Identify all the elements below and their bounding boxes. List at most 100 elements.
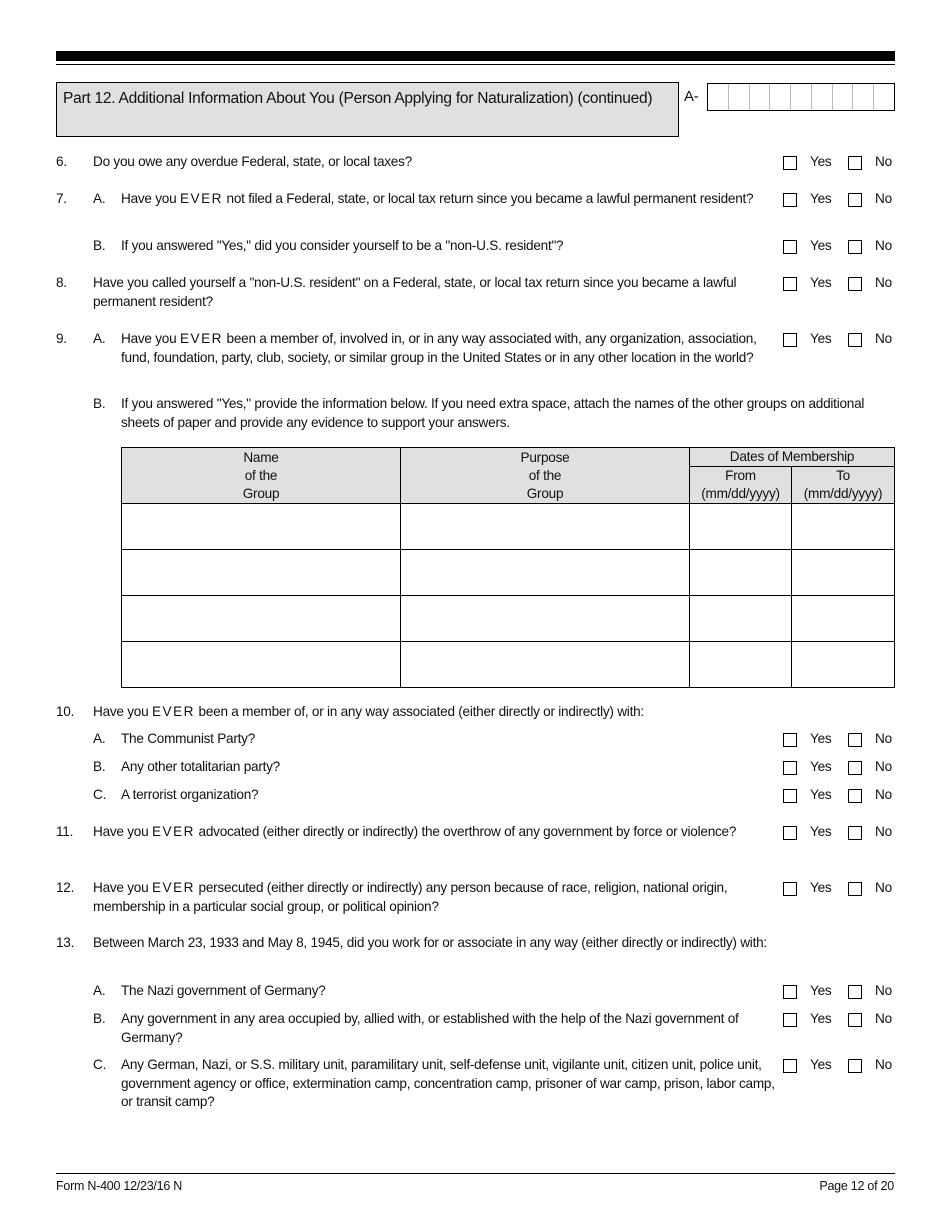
no-label: No — [875, 331, 892, 346]
question-number: 9. — [56, 331, 67, 346]
question-letter: C. — [93, 787, 107, 802]
yes-label: Yes — [810, 1057, 832, 1072]
question-letter: B. — [93, 759, 106, 774]
membership-table: Name of the Group Purpose of the Group Dates… — [121, 447, 895, 688]
question-number: 13. — [56, 935, 75, 950]
yes-checkbox[interactable] — [783, 882, 797, 896]
question-text-pre: Any government in any area occupied by, … — [121, 1011, 739, 1045]
no-label: No — [875, 983, 892, 998]
no-label: No — [875, 824, 892, 839]
question-text-pre: Have you — [93, 704, 152, 719]
no-checkbox[interactable] — [848, 882, 862, 896]
no-checkbox[interactable] — [848, 156, 862, 170]
yes-checkbox[interactable] — [783, 277, 797, 291]
yes-label: Yes — [810, 880, 832, 895]
question-text-pre: Have you — [121, 191, 180, 206]
no-label: No — [875, 154, 892, 169]
yes-label: Yes — [810, 731, 832, 746]
no-label: No — [875, 880, 892, 895]
yes-checkbox[interactable] — [783, 1059, 797, 1073]
question-text-pre: Have you — [93, 824, 152, 839]
form-id: Form N-400 12/23/16 N — [56, 1179, 183, 1193]
question-text: Between March 23, 1933 and May 8, 1945, … — [93, 934, 871, 953]
yes-checkbox[interactable] — [783, 826, 797, 840]
question-text-post: persecuted (either directly or indirectl… — [93, 880, 728, 914]
question-text: If you answered "Yes," provide the infor… — [121, 395, 871, 432]
yes-label: Yes — [810, 1011, 832, 1026]
question-text-pre: Do you owe any overdue Federal, state, o… — [93, 154, 412, 169]
group-name-input[interactable] — [121, 503, 401, 550]
group-purpose-input[interactable] — [400, 503, 690, 550]
question-text-pre: The Communist Party? — [121, 731, 256, 746]
question-text: Any German, Nazi, or S.S. military unit,… — [121, 1056, 776, 1112]
group-purpose-input[interactable] — [400, 595, 690, 642]
group-name-input[interactable] — [121, 549, 401, 596]
question-text-pre: Between March 23, 1933 and May 8, 1945, … — [93, 935, 767, 950]
question-text-pre: Have you — [121, 331, 180, 346]
table-row — [121, 549, 895, 596]
from-date-input[interactable] — [689, 641, 792, 688]
question-letter: A. — [93, 191, 106, 206]
yes-no-group: Yes No — [783, 880, 897, 898]
yes-checkbox[interactable] — [783, 985, 797, 999]
yes-label: Yes — [810, 331, 832, 346]
question-text-pre: If you answered "Yes," did you consider … — [121, 238, 564, 253]
no-checkbox[interactable] — [848, 333, 862, 347]
no-checkbox[interactable] — [848, 826, 862, 840]
question-text: Have you EVER persecuted (either directl… — [93, 879, 776, 916]
question-text: Any other totalitarian party? — [121, 758, 776, 777]
yes-label: Yes — [810, 759, 832, 774]
question-number: 7. — [56, 191, 67, 206]
yes-checkbox[interactable] — [783, 733, 797, 747]
question-text-post: advocated (either directly or indirectly… — [195, 824, 737, 839]
col-purpose-header: Purpose of the Group — [400, 447, 690, 504]
from-date-input[interactable] — [689, 595, 792, 642]
from-date-input[interactable] — [689, 549, 792, 596]
group-purpose-input[interactable] — [400, 549, 690, 596]
ever-emphasis: EVER — [151, 704, 195, 719]
question-text-pre: Have you called yourself a "non-U.S. res… — [93, 275, 737, 309]
yes-label: Yes — [810, 154, 832, 169]
yes-no-group: Yes No — [783, 154, 897, 172]
a-number-input[interactable] — [707, 83, 895, 111]
yes-checkbox[interactable] — [783, 240, 797, 254]
question-text: If you answered "Yes," did you consider … — [121, 237, 776, 256]
to-date-input[interactable] — [791, 641, 895, 688]
question-text: Have you EVER not filed a Federal, state… — [121, 190, 776, 209]
no-checkbox[interactable] — [848, 789, 862, 803]
yes-label: Yes — [810, 191, 832, 206]
no-checkbox[interactable] — [848, 985, 862, 999]
question-text: The Communist Party? — [121, 730, 776, 749]
from-date-input[interactable] — [689, 503, 792, 550]
yes-checkbox[interactable] — [783, 1013, 797, 1027]
question-text-pre: If you answered "Yes," provide the infor… — [121, 396, 865, 430]
no-checkbox[interactable] — [848, 761, 862, 775]
no-checkbox[interactable] — [848, 277, 862, 291]
question-text: Have you EVER advocated (either directly… — [93, 823, 776, 842]
group-name-input[interactable] — [121, 641, 401, 688]
table-row — [121, 641, 895, 688]
question-letter: B. — [93, 238, 106, 253]
col-from-header: From (mm/dd/yyyy) — [689, 466, 792, 504]
yes-no-group: Yes No — [783, 731, 897, 749]
question-number: 8. — [56, 275, 67, 290]
to-date-input[interactable] — [791, 595, 895, 642]
yes-checkbox[interactable] — [783, 156, 797, 170]
no-checkbox[interactable] — [848, 193, 862, 207]
group-purpose-input[interactable] — [400, 641, 690, 688]
no-checkbox[interactable] — [848, 240, 862, 254]
question-number: 11. — [56, 824, 74, 839]
question-text-post: been a member of, involved in, or in any… — [121, 331, 757, 365]
yes-checkbox[interactable] — [783, 789, 797, 803]
yes-checkbox[interactable] — [783, 193, 797, 207]
to-date-input[interactable] — [791, 503, 895, 550]
to-date-input[interactable] — [791, 549, 895, 596]
no-checkbox[interactable] — [848, 733, 862, 747]
yes-checkbox[interactable] — [783, 333, 797, 347]
question-text: The Nazi government of Germany? — [121, 982, 776, 1001]
no-checkbox[interactable] — [848, 1059, 862, 1073]
no-checkbox[interactable] — [848, 1013, 862, 1027]
group-name-input[interactable] — [121, 595, 401, 642]
yes-checkbox[interactable] — [783, 761, 797, 775]
question-letter: C. — [93, 1057, 107, 1072]
